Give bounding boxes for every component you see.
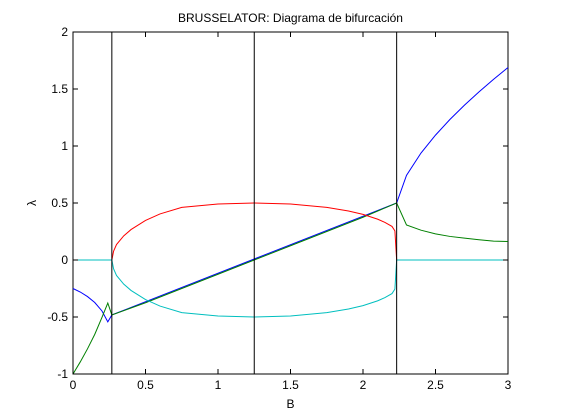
y-tick-label: 1: [61, 139, 68, 153]
x-axis-label: B: [286, 397, 294, 411]
bifurcation-lines: [111, 32, 398, 374]
x-tick-label: 1: [215, 378, 222, 392]
series-line-2: [72, 202, 509, 375]
x-tick-label: 0.5: [137, 378, 154, 392]
y-tick-label: 0: [61, 253, 68, 267]
x-tick-label: 3: [505, 378, 512, 392]
series-line-1: [72, 67, 509, 323]
x-tick-label: 2.5: [427, 378, 444, 392]
x-tick-label: 2: [360, 378, 367, 392]
y-tick-label: -1: [57, 367, 68, 381]
y-axis-label: λ: [25, 200, 39, 206]
y-tick-label: -0.5: [47, 310, 68, 324]
axis-ticks: 0 0.5 1 1.5 2 2.5 3 -1 -0.5 0 0.5 1 1.5 2: [47, 25, 511, 392]
chart-title: BRUSSELATOR: Diagrama de bifurcación: [178, 11, 403, 25]
y-tick-label: 2: [61, 25, 68, 39]
y-tick-label: 0.5: [51, 196, 68, 210]
x-tick-label: 1.5: [282, 378, 299, 392]
x-tick-label: 0: [70, 378, 77, 392]
y-tick-label: 1.5: [51, 82, 68, 96]
axes-frame: [72, 31, 509, 375]
